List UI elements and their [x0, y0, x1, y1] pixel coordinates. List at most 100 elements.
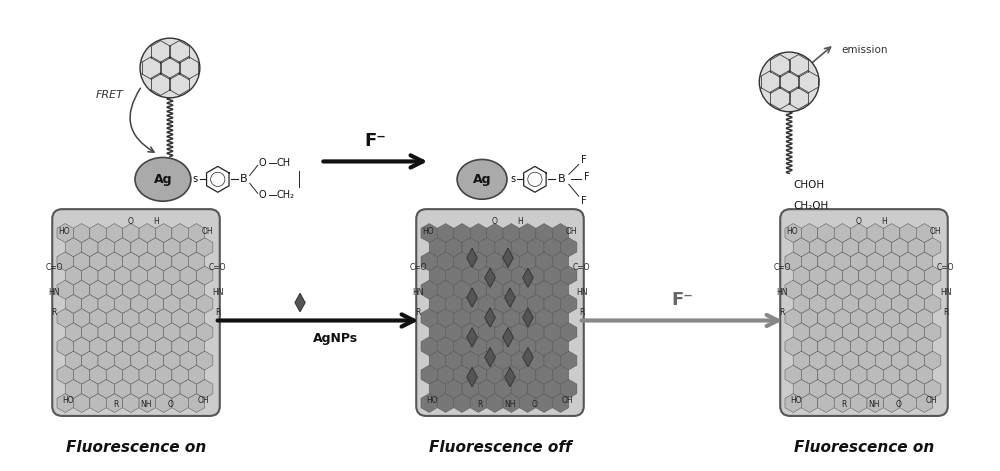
- Polygon shape: [98, 323, 114, 341]
- Text: AgNPs: AgNPs: [313, 333, 358, 345]
- Polygon shape: [470, 365, 487, 384]
- Polygon shape: [536, 280, 552, 299]
- Polygon shape: [503, 337, 519, 356]
- Polygon shape: [123, 252, 139, 271]
- Polygon shape: [810, 323, 826, 341]
- Polygon shape: [900, 309, 916, 327]
- Polygon shape: [793, 266, 810, 285]
- Polygon shape: [139, 252, 155, 271]
- Polygon shape: [82, 323, 98, 341]
- Polygon shape: [478, 380, 495, 398]
- Polygon shape: [295, 293, 305, 311]
- Text: O: O: [896, 399, 902, 408]
- Polygon shape: [98, 294, 114, 313]
- Polygon shape: [511, 238, 528, 257]
- Text: R: R: [215, 308, 220, 317]
- Polygon shape: [57, 394, 73, 413]
- Polygon shape: [519, 252, 536, 271]
- Polygon shape: [560, 351, 577, 370]
- Polygon shape: [65, 294, 82, 313]
- Polygon shape: [892, 294, 908, 313]
- Polygon shape: [470, 337, 487, 356]
- Polygon shape: [139, 394, 155, 413]
- Polygon shape: [859, 323, 875, 341]
- Polygon shape: [810, 238, 826, 257]
- Text: Ag: Ag: [154, 173, 172, 186]
- Polygon shape: [859, 351, 875, 370]
- Polygon shape: [826, 380, 842, 398]
- Polygon shape: [552, 224, 569, 243]
- Polygon shape: [851, 365, 867, 384]
- Text: R: R: [477, 399, 483, 408]
- Text: Fluorescence on: Fluorescence on: [66, 440, 206, 455]
- Polygon shape: [834, 280, 851, 299]
- Polygon shape: [147, 380, 164, 398]
- Polygon shape: [65, 323, 82, 341]
- Text: R: R: [416, 308, 421, 317]
- Polygon shape: [801, 394, 818, 413]
- Polygon shape: [57, 224, 73, 243]
- Polygon shape: [523, 348, 533, 367]
- Polygon shape: [818, 309, 834, 327]
- Polygon shape: [924, 294, 941, 313]
- Polygon shape: [57, 252, 73, 271]
- Polygon shape: [467, 288, 477, 307]
- Polygon shape: [82, 266, 98, 285]
- Text: O: O: [492, 217, 498, 226]
- Text: HN: HN: [412, 288, 424, 297]
- Polygon shape: [859, 238, 875, 257]
- Polygon shape: [462, 238, 478, 257]
- Polygon shape: [560, 380, 577, 398]
- Polygon shape: [196, 323, 213, 341]
- Polygon shape: [834, 365, 851, 384]
- Polygon shape: [462, 351, 478, 370]
- Polygon shape: [196, 294, 213, 313]
- Text: HN: HN: [576, 288, 588, 297]
- Polygon shape: [196, 351, 213, 370]
- Polygon shape: [454, 337, 470, 356]
- Polygon shape: [818, 224, 834, 243]
- Polygon shape: [487, 252, 503, 271]
- Polygon shape: [462, 294, 478, 313]
- Polygon shape: [523, 308, 533, 327]
- Text: HO: HO: [422, 227, 434, 236]
- Polygon shape: [892, 266, 908, 285]
- Polygon shape: [131, 266, 147, 285]
- Polygon shape: [528, 294, 544, 313]
- Polygon shape: [470, 224, 487, 243]
- Text: HO: HO: [62, 396, 74, 405]
- Text: NH: NH: [504, 399, 516, 408]
- Polygon shape: [544, 294, 560, 313]
- FancyBboxPatch shape: [416, 209, 584, 416]
- Polygon shape: [487, 394, 503, 413]
- Polygon shape: [131, 294, 147, 313]
- Text: NH: NH: [140, 399, 152, 408]
- Text: F⁻: F⁻: [671, 291, 693, 309]
- Polygon shape: [785, 252, 801, 271]
- Polygon shape: [826, 266, 842, 285]
- Polygon shape: [106, 337, 123, 356]
- Polygon shape: [188, 280, 205, 299]
- Polygon shape: [505, 368, 515, 387]
- Polygon shape: [180, 294, 196, 313]
- Polygon shape: [446, 294, 462, 313]
- Polygon shape: [867, 309, 883, 327]
- Polygon shape: [147, 351, 164, 370]
- Polygon shape: [834, 337, 851, 356]
- Text: FRET: FRET: [96, 90, 124, 100]
- Polygon shape: [552, 365, 569, 384]
- Polygon shape: [842, 294, 859, 313]
- Polygon shape: [552, 394, 569, 413]
- Polygon shape: [544, 238, 560, 257]
- Polygon shape: [164, 351, 180, 370]
- Polygon shape: [485, 308, 495, 327]
- Polygon shape: [900, 252, 916, 271]
- Text: R: R: [780, 308, 785, 317]
- Polygon shape: [155, 224, 172, 243]
- Polygon shape: [842, 351, 859, 370]
- Polygon shape: [842, 380, 859, 398]
- Polygon shape: [834, 252, 851, 271]
- Polygon shape: [916, 224, 933, 243]
- Text: O: O: [128, 217, 134, 226]
- Polygon shape: [188, 365, 205, 384]
